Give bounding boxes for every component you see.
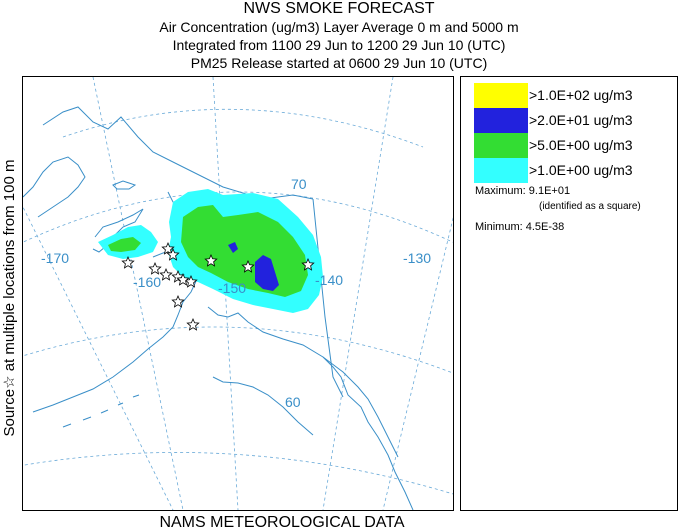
smoke-map: 70 60 -170 -160 -150 -140 -130 xyxy=(22,76,454,511)
source-star-icon xyxy=(171,294,185,308)
source-label: Source☆ at multiple locations from 100 m xyxy=(1,159,18,437)
legend-label-3: >5.0E+00 ug/m3 xyxy=(529,137,633,153)
map-canvas: 70 60 -170 -160 -150 -140 -130 xyxy=(23,77,453,510)
integration-period: Integrated from 1100 29 Jun to 1200 29 J… xyxy=(172,37,506,53)
meridian-120 xyxy=(382,216,453,510)
source-star-icon xyxy=(159,267,173,281)
source-star-icon xyxy=(121,255,135,269)
source-star-icon xyxy=(166,247,180,261)
lon-label-m160: -160 xyxy=(133,274,161,290)
aleutian-islands xyxy=(62,394,140,428)
legend-label-2: >2.0E+01 ug/m3 xyxy=(529,112,633,128)
gulf-coast xyxy=(212,376,314,436)
source-star-icon xyxy=(148,261,162,275)
border-line xyxy=(312,198,344,398)
source-star-icon xyxy=(186,317,200,331)
southeast-coast xyxy=(322,356,414,510)
source-markers xyxy=(121,241,315,331)
plume-level-3-b xyxy=(228,242,238,253)
parallel-70 xyxy=(23,191,453,243)
met-data-label: NAMS METEOROLOGICAL DATA xyxy=(159,514,405,531)
smoke-plume xyxy=(98,189,323,313)
source-star-icon xyxy=(204,253,218,267)
legend-swatch-3 xyxy=(474,133,528,158)
plume-level-3 xyxy=(255,255,279,291)
legend-label-1: >1.0E+02 ug/m3 xyxy=(529,87,633,103)
concentration-subtitle: Air Concentration (ug/m3) Layer Average … xyxy=(159,19,519,35)
meridian-130 xyxy=(322,77,394,510)
meridian-160 xyxy=(92,77,184,510)
meridian-170 xyxy=(23,206,174,510)
source-star-icon xyxy=(176,272,190,286)
legend-panel: >1.0E+02 ug/m3 >2.0E+01 ug/m3 >5.0E+00 u… xyxy=(460,76,678,511)
source-star-icon xyxy=(161,241,175,255)
lon-label-m170: -170 xyxy=(41,250,69,266)
legend-swatch-4 xyxy=(474,158,528,183)
lon-label-m140: -140 xyxy=(315,272,343,288)
forecast-title: NWS SMOKE FORECAST xyxy=(243,0,435,17)
release-info: PM25 Release started at 0600 29 Jun 10 (… xyxy=(190,55,488,71)
legend-swatch-2 xyxy=(474,108,528,133)
source-star-icon xyxy=(241,259,255,273)
lon-label-m150: -150 xyxy=(218,280,246,296)
minimum-value: Minimum: 4.5E-38 xyxy=(475,221,565,233)
graticule xyxy=(23,77,453,510)
chukotka-coast xyxy=(23,156,86,218)
legend-swatch-1 xyxy=(474,83,528,108)
parallel-60 xyxy=(23,326,453,374)
lat-label-60: 60 xyxy=(285,394,301,410)
plume-level-2-west xyxy=(108,237,141,252)
parallel-50 xyxy=(23,452,453,495)
source-star-icon xyxy=(301,257,315,271)
maximum-note: (identified as a square) xyxy=(539,201,641,212)
plume-level-2 xyxy=(181,205,308,297)
parallel-75 xyxy=(62,108,424,148)
legend-label-4: >1.0E+00 ug/m3 xyxy=(529,162,633,178)
st-lawrence-island xyxy=(112,180,137,190)
lat-label-70: 70 xyxy=(291,176,307,192)
lon-label-m130: -130 xyxy=(403,250,431,266)
maximum-value: Maximum: 9.1E+01 xyxy=(475,185,571,197)
